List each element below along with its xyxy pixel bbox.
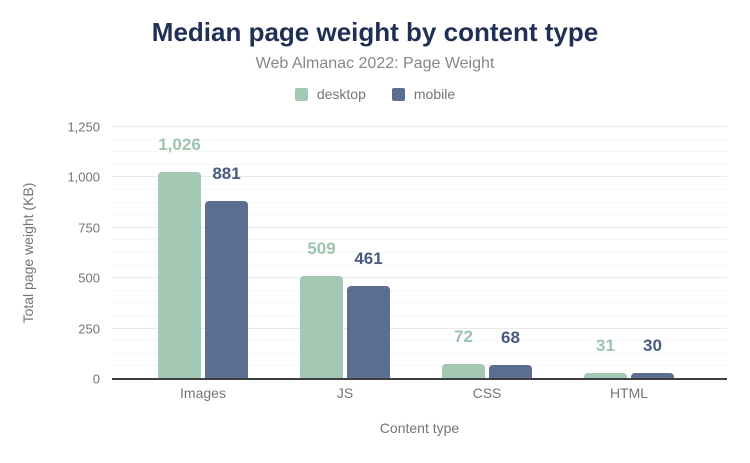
major-gridline: [112, 126, 727, 127]
minor-gridline: [112, 289, 727, 291]
minor-gridline: [112, 214, 727, 216]
bar-js-mobile[interactable]: [347, 286, 390, 379]
minor-gridline: [112, 163, 727, 165]
minor-gridline: [112, 138, 727, 140]
x-axis-line: [112, 378, 727, 380]
bar-html-mobile[interactable]: [631, 373, 674, 379]
value-label-images-mobile: 881: [212, 164, 241, 184]
legend-swatch-mobile: [391, 87, 405, 101]
x-tick-label-images: Images: [180, 385, 226, 401]
minor-gridline: [112, 239, 727, 241]
bar-css-desktop[interactable]: [442, 364, 485, 379]
value-label-css-desktop: 72: [454, 327, 473, 347]
value-label-images-desktop: 1,026: [158, 135, 201, 155]
minor-gridline: [112, 151, 727, 153]
legend: desktop mobile: [0, 86, 750, 102]
value-label-html-mobile: 30: [643, 336, 662, 356]
y-axis-title: Total page weight (KB): [20, 182, 36, 324]
x-tick-label-css: CSS: [472, 385, 502, 401]
y-tick-label: 1,250: [67, 119, 100, 135]
value-label-html-desktop: 31: [596, 336, 615, 356]
minor-gridline: [112, 189, 727, 190]
major-gridline: [112, 277, 727, 279]
x-axis-title: Content type: [379, 420, 460, 436]
value-label-js-desktop: 509: [307, 239, 336, 259]
legend-swatch-desktop: [294, 87, 308, 101]
major-gridline: [112, 176, 727, 178]
x-tick-label-js: JS: [336, 385, 354, 401]
minor-gridline: [112, 201, 727, 203]
minor-gridline: [112, 340, 727, 342]
y-tick-label: 250: [78, 321, 100, 337]
bar-images-mobile[interactable]: [205, 201, 248, 379]
legend-label-desktop: desktop: [316, 86, 366, 102]
bar-images-desktop[interactable]: [158, 172, 201, 379]
y-tick-label: 1,000: [67, 169, 100, 185]
x-tick-label-html: HTML: [609, 385, 649, 401]
minor-gridline: [112, 365, 727, 367]
y-tick-label: 500: [78, 270, 100, 286]
y-tick-label: 0: [92, 371, 100, 387]
major-gridline: [112, 327, 727, 329]
value-label-js-mobile: 461: [354, 249, 383, 269]
bar-css-mobile[interactable]: [489, 365, 532, 379]
legend-item-desktop: desktop: [294, 86, 366, 102]
plot-area: 1,026 881 509 461 72 68 31 30: [112, 126, 727, 380]
legend-item-mobile: mobile: [391, 86, 456, 102]
major-gridline: [112, 226, 727, 228]
legend-label-mobile: mobile: [413, 86, 456, 102]
minor-gridline: [112, 264, 727, 266]
minor-gridline: [112, 302, 727, 304]
y-tick-label: 750: [78, 220, 100, 236]
bar-js-desktop[interactable]: [300, 276, 343, 379]
chart-title: Median page weight by content type: [151, 17, 599, 47]
minor-gridline: [112, 352, 727, 354]
minor-gridline: [112, 252, 727, 253]
chart-subtitle: Web Almanac 2022: Page Weight: [255, 55, 495, 72]
value-label-css-mobile: 68: [501, 328, 520, 348]
bar-html-desktop[interactable]: [584, 373, 627, 379]
minor-gridline: [112, 315, 727, 316]
